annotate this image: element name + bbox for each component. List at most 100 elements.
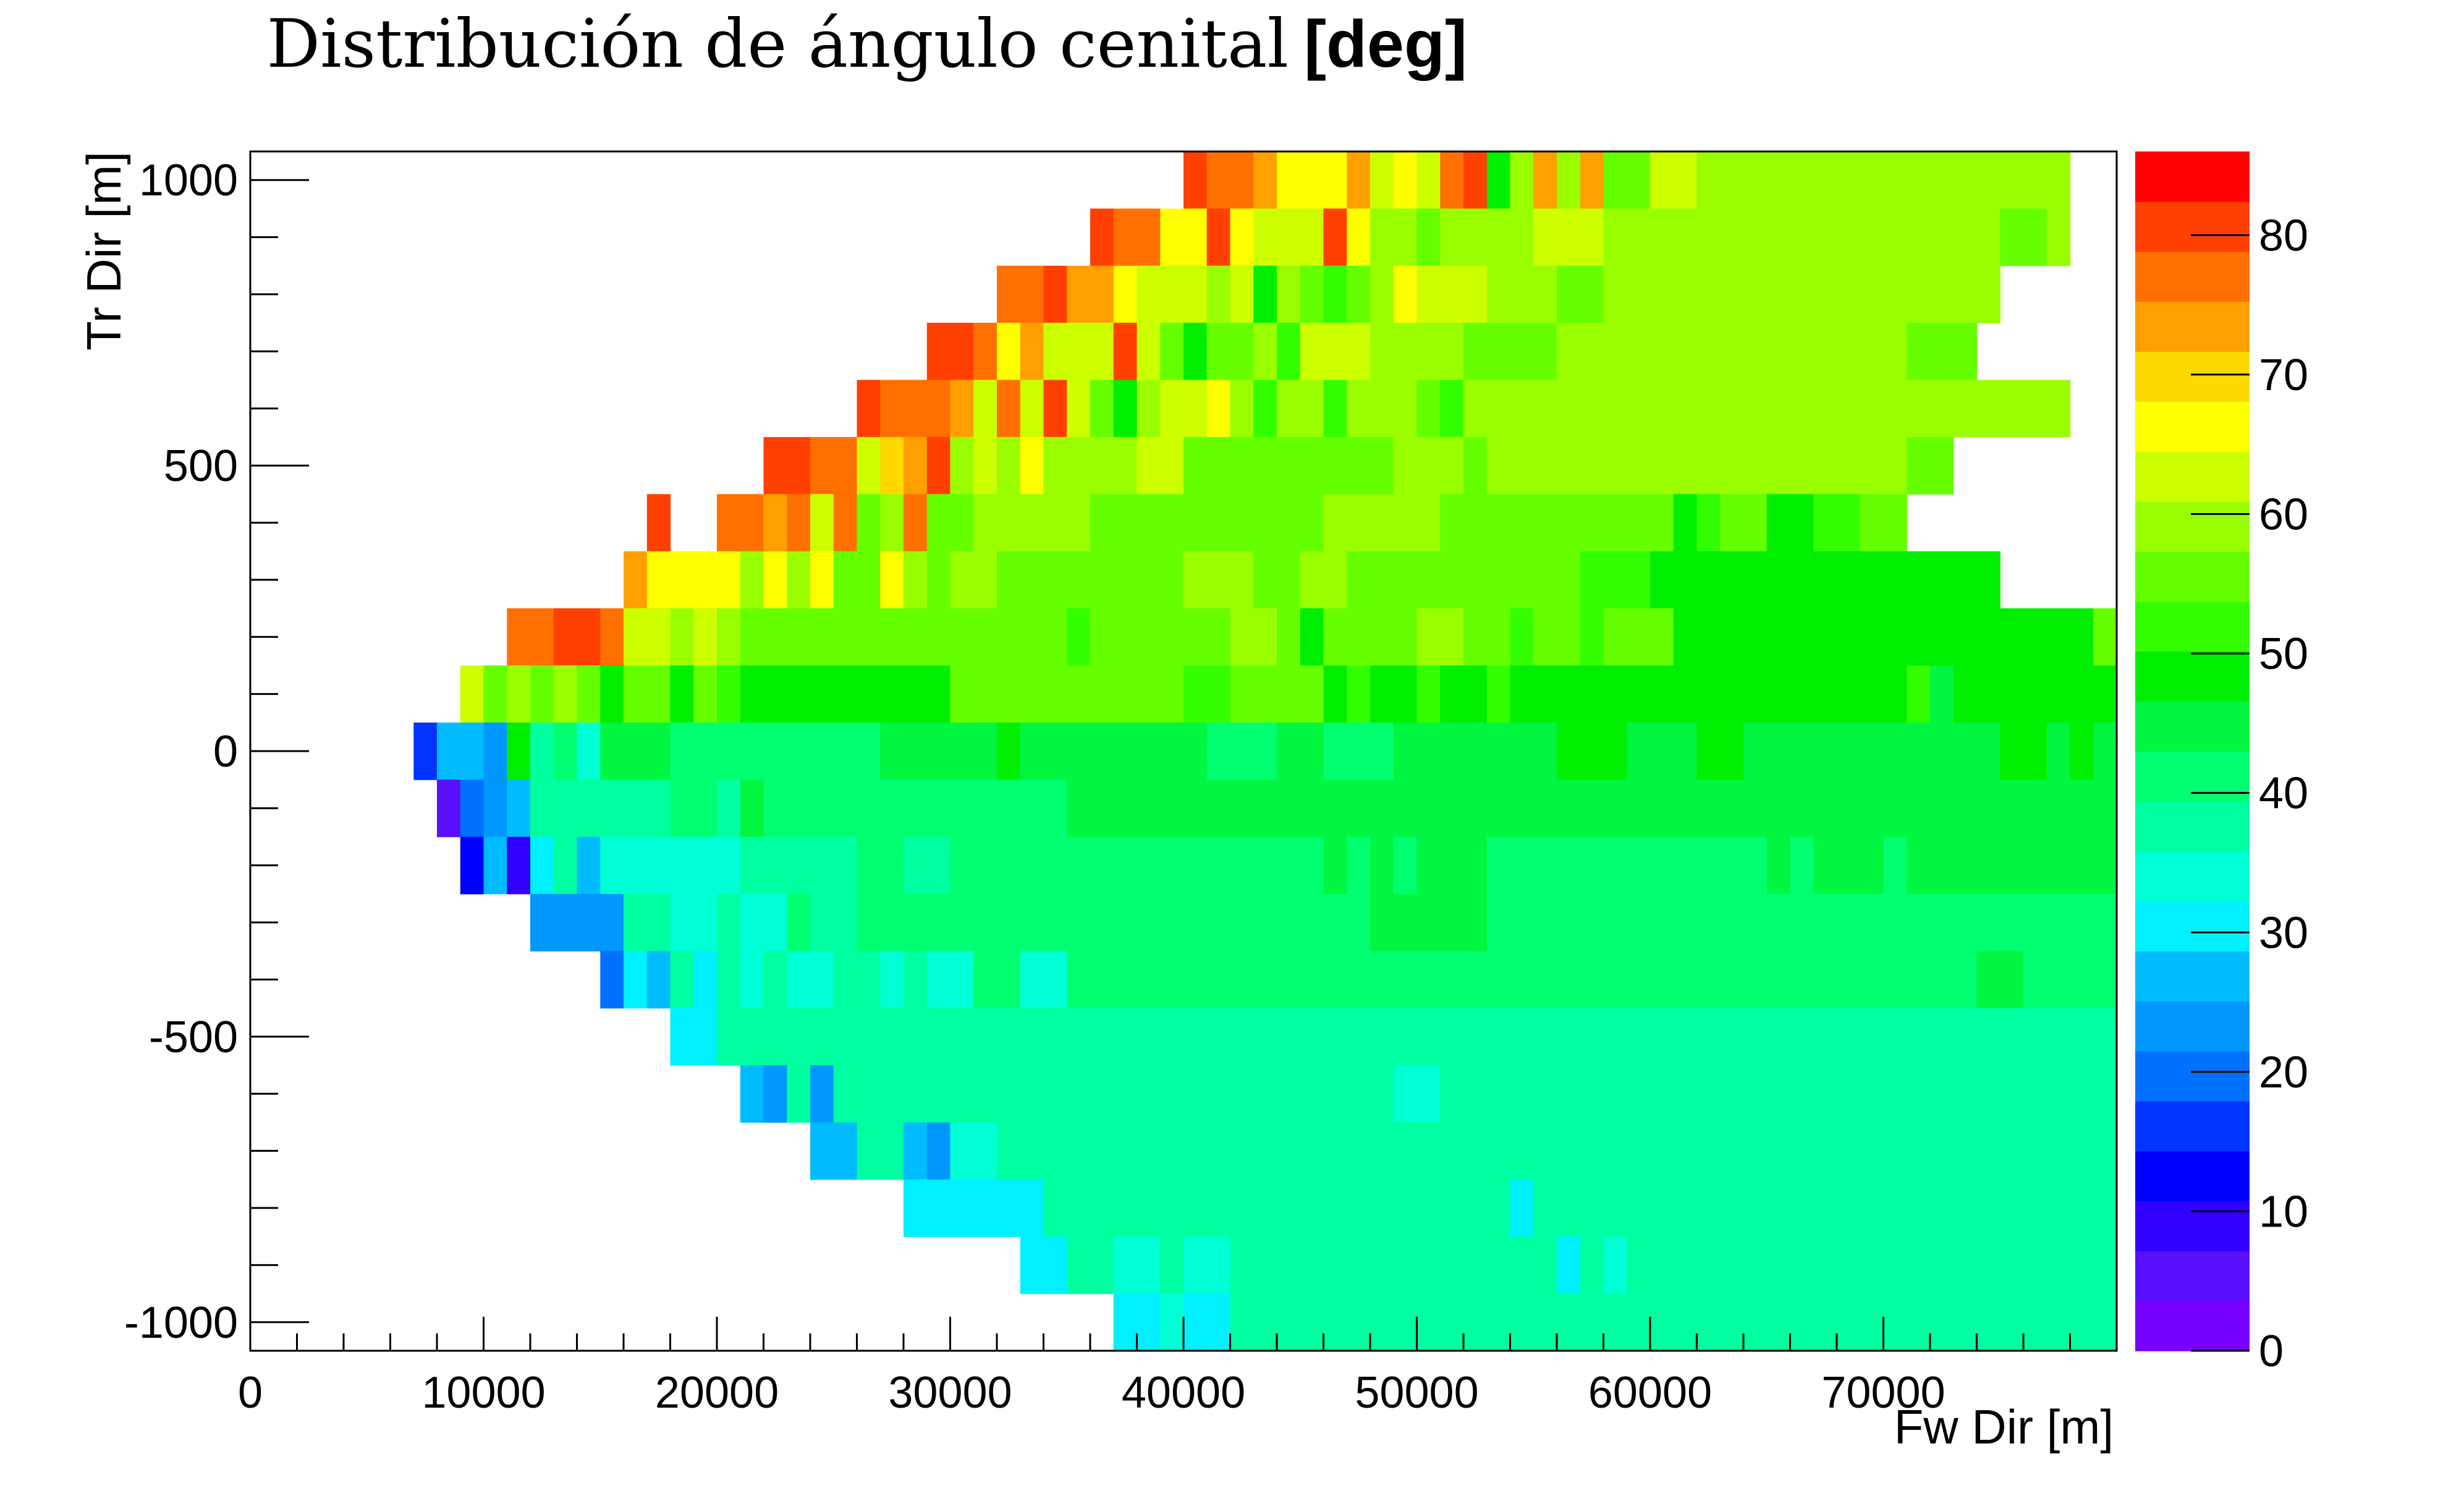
heatmap-cell [1253,780,1277,838]
heatmap-cell [1837,265,1861,323]
heatmap-cell [904,951,928,1009]
heatmap-cell [2023,780,2047,838]
heatmap-cell [1837,951,1861,1009]
heatmap-cell [1020,265,1044,323]
heatmap-cell [1416,265,1441,323]
heatmap-cell [1277,894,1301,951]
color-scale-swatch [2135,301,2250,352]
heatmap-cell [810,1008,834,1066]
heatmap-cell [1603,1122,1627,1180]
heatmap-cell [1673,608,1698,666]
heatmap-cell [2046,1293,2071,1351]
heatmap-cell [1627,894,1651,951]
heatmap-cell [1416,494,1441,552]
heatmap-cell [1067,436,1091,495]
heatmap-cell [950,436,974,495]
heatmap-cell [670,780,694,838]
heatmap-cell [810,665,834,723]
heatmap-cell [1253,380,1277,438]
heatmap-cell [507,665,531,723]
heatmap-cell [1953,1293,1978,1351]
heatmap-cell [740,551,764,609]
heatmap-cell [2046,1179,2071,1237]
heatmap-cell [810,951,834,1009]
heatmap-cell [973,836,997,895]
heatmap-cell [600,722,624,780]
heatmap-cell [1393,1122,1418,1180]
heatmap-cell [2000,722,2024,780]
heatmap-cell [1347,436,1371,495]
heatmap-cell [787,894,811,951]
heatmap-cell [1930,265,1954,323]
heatmap-cell [1463,1236,1488,1295]
heatmap-cell [1930,323,1954,381]
heatmap-cell [1370,380,1394,438]
heatmap-cell [2093,722,2117,780]
heatmap-cell [1813,608,1837,666]
y-tick-label: 1000 [139,156,238,205]
heatmap-cell [857,436,881,495]
heatmap-cell [1557,551,1581,609]
heatmap-cell [2046,1122,2071,1180]
heatmap-cell [1137,551,1161,609]
heatmap-cell [1090,494,1114,552]
heatmap-cell [2046,208,2071,266]
heatmap-cell [810,1065,834,1123]
heatmap-cell [1953,1122,1978,1180]
heatmap-cell [1696,1122,1721,1180]
z-tick-label: 10 [2259,1187,2308,1236]
heatmap-cell [1580,1065,1604,1123]
y-tick-label: -1000 [124,1298,238,1348]
heatmap-cell [1557,436,1581,495]
heatmap-cell [1743,722,1768,780]
heatmap-cell [950,951,974,1009]
heatmap-cell [1347,608,1371,666]
heatmap-cell [1277,265,1301,323]
heatmap-cell [2000,665,2024,723]
heatmap-cell [1463,208,1488,266]
heatmap-cell [787,436,811,495]
heatmap-cell [1043,722,1067,780]
heatmap-cell [1183,436,1208,495]
heatmap-cell [1043,665,1067,723]
heatmap-cell [1206,323,1231,381]
chart-title-unit: [deg] [1304,6,1467,81]
color-scale-swatch [2135,251,2250,302]
heatmap-cell [1137,1122,1161,1180]
heatmap-cell [646,894,671,951]
heatmap-cell [1486,151,1511,209]
heatmap-cell [1766,551,1791,609]
heatmap-cell [1743,551,1768,609]
heatmap-cell [1463,608,1488,666]
heatmap-cell [2070,1008,2094,1066]
heatmap-cell [833,608,858,666]
heatmap-cell [2000,1065,2024,1123]
heatmap-cell [1067,780,1091,838]
heatmap-cell [1790,1065,1814,1123]
heatmap-cell [693,894,718,951]
heatmap-cell [1043,836,1067,895]
heatmap-cell [1883,1065,1907,1123]
heatmap-cell [1183,722,1208,780]
heatmap-cell [1837,1236,1861,1295]
heatmap-cell [904,722,928,780]
heatmap-cell [926,1122,951,1180]
heatmap-cell [1090,951,1114,1009]
heatmap-cell [1067,494,1091,552]
heatmap-cell [1673,1236,1698,1295]
heatmap-cell [460,722,485,780]
heatmap-cell [1603,151,1627,209]
heatmap-cell [763,780,787,838]
heatmap-cell [2046,151,2071,209]
heatmap-cell [577,836,601,895]
heatmap-cell [1300,436,1324,495]
heatmap-cell [740,608,764,666]
heatmap-cell [926,780,951,838]
heatmap-cell [787,951,811,1009]
heatmap-cell [1393,380,1418,438]
heatmap-cell [1347,722,1371,780]
heatmap-cell [717,608,741,666]
heatmap-cell [1277,323,1301,381]
heatmap-cell [1533,551,1557,609]
x-tick-label: 70000 [1821,1368,1945,1418]
